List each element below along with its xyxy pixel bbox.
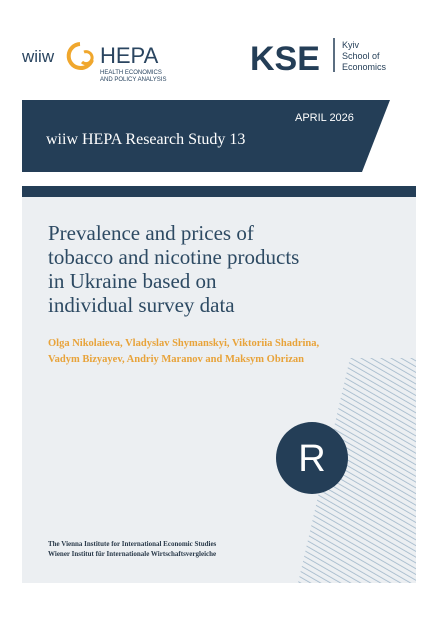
authors: Vadym Bizyayev, Andriy Maranov and Maksy…	[48, 354, 304, 365]
date: APRIL 2026	[295, 112, 354, 124]
badge	[276, 422, 348, 494]
logo-wiiw: wiiw	[21, 47, 55, 66]
logo-kse: KSE	[250, 40, 320, 78]
title-line: individual survey data	[48, 293, 235, 317]
title-line: Prevalence and prices of	[48, 221, 254, 245]
series: wiiw HEPA Research Study 13	[46, 131, 245, 148]
logo-hepa-sub: HEALTH ECONOMICS	[100, 70, 162, 76]
banner	[22, 100, 390, 172]
logo-kse-sub: School of	[342, 51, 380, 61]
logo-kse-sub: Economics	[342, 62, 387, 72]
authors: Olga Nikolaieva, Vladyslav Shymanskyi, V…	[48, 338, 319, 349]
badge-letter: R	[298, 438, 325, 480]
logo-hepa-sub: AND POLICY ANALYSIS	[100, 77, 166, 83]
footer: The Vienna Institute for International E…	[48, 540, 217, 548]
hatching	[298, 358, 416, 583]
logo-hepa: HEPA	[100, 43, 159, 68]
panel-bar	[22, 186, 416, 197]
footer: Wiener Institut für Internationale Wirts…	[48, 550, 216, 558]
title-line: in Ukraine based on	[48, 269, 217, 293]
logo-kse-sub: Kyiv	[342, 40, 360, 50]
logo-swirl	[66, 42, 94, 70]
logo-swirl	[80, 50, 94, 66]
title-line: tobacco and nicotine products	[48, 245, 299, 269]
